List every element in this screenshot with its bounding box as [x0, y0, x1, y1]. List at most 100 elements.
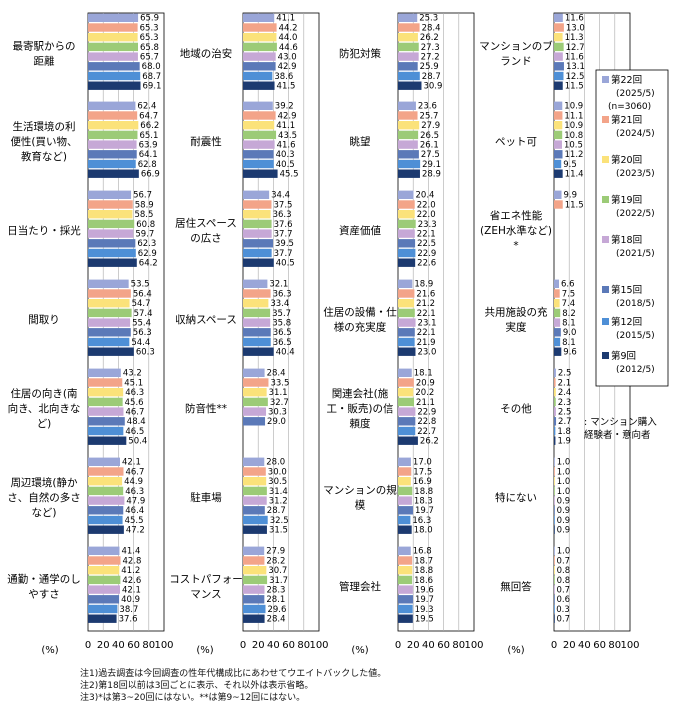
- bar: [554, 169, 563, 178]
- legend-series-name: 第12回: [611, 316, 642, 328]
- bar: [554, 525, 555, 534]
- bar: [88, 289, 131, 298]
- data-label: 62.8: [138, 160, 157, 170]
- data-label: 19.3: [415, 605, 434, 615]
- bar: [398, 506, 413, 515]
- data-label: 47.2: [126, 526, 145, 536]
- bar: [398, 595, 413, 604]
- x-tick-label: 40: [578, 640, 591, 651]
- bar: [88, 81, 141, 90]
- legend-series-period: (2021/5): [616, 249, 655, 259]
- bar: [88, 328, 131, 337]
- data-label: 26.1: [420, 141, 439, 151]
- x-tick-label: 40: [112, 640, 125, 651]
- data-label: 25.3: [419, 14, 438, 24]
- bar: [88, 566, 120, 575]
- bar: [88, 239, 136, 248]
- bar: [554, 23, 564, 32]
- data-label: 12.7: [566, 43, 585, 53]
- bar: [398, 219, 416, 229]
- bar: [398, 71, 420, 81]
- bar: [554, 496, 555, 505]
- data-label: 41.2: [121, 566, 140, 576]
- data-label: 27.3: [421, 43, 440, 53]
- data-label: 2.5: [558, 369, 572, 379]
- data-label: 12.5: [566, 72, 585, 82]
- x-tick-label: 100: [154, 640, 173, 651]
- data-label: 66.9: [141, 170, 160, 180]
- bar: [243, 515, 268, 525]
- bar: [554, 556, 555, 565]
- bar: [88, 388, 124, 397]
- bar: [398, 169, 420, 178]
- bar: [398, 467, 412, 476]
- bar: [398, 328, 415, 337]
- data-label: 22.5: [417, 239, 436, 249]
- bar: [243, 506, 265, 515]
- bar: [554, 566, 555, 575]
- bar: [88, 595, 120, 604]
- bar: [398, 368, 412, 377]
- bar: [88, 515, 123, 525]
- data-label: 65.3: [140, 33, 159, 43]
- category-label: 管理会社: [339, 580, 381, 593]
- bar: [243, 248, 272, 258]
- bar: [398, 585, 413, 594]
- bar: [554, 397, 556, 407]
- data-label: 46.4: [125, 506, 144, 516]
- data-label: 28.1: [266, 595, 285, 605]
- bar: [243, 279, 268, 288]
- data-label: 37.7: [274, 249, 293, 259]
- data-label: 31.2: [269, 497, 288, 507]
- bar: [88, 506, 124, 515]
- category-label: (ZEH水準など): [480, 224, 552, 237]
- legend-series-name: 第21回: [611, 114, 642, 126]
- bar: [554, 436, 556, 445]
- category-label: 距離: [34, 55, 55, 68]
- bar: [243, 407, 267, 416]
- bar: [398, 81, 422, 90]
- category-label: 模: [355, 500, 366, 512]
- bar: [243, 388, 267, 397]
- data-label: 46.3: [125, 487, 144, 497]
- bar: [243, 111, 276, 120]
- bar: [398, 575, 413, 585]
- legend-swatch: [602, 286, 609, 293]
- bar: [554, 318, 561, 327]
- data-label: 39.2: [275, 102, 294, 112]
- bar: [398, 13, 418, 22]
- data-label: 0.7: [557, 586, 571, 596]
- data-label: 31.4: [269, 487, 288, 497]
- data-label: 45.6: [125, 398, 144, 408]
- bar: [88, 200, 133, 209]
- bar: [398, 111, 418, 120]
- data-label: 0.3: [556, 605, 570, 615]
- bar: [398, 337, 415, 347]
- bar: [398, 130, 419, 140]
- bar: [398, 496, 412, 505]
- category-label: 通勤・通学のし: [7, 573, 81, 586]
- bar: [88, 477, 123, 486]
- category-label: 便性(買い物、: [10, 135, 77, 148]
- bar: [243, 23, 277, 32]
- bar: [88, 347, 134, 356]
- bar: [554, 289, 560, 298]
- x-tick-label: 20: [407, 640, 420, 651]
- category-label: 省エネ性能: [490, 209, 543, 222]
- data-label: 23.6: [418, 102, 437, 112]
- data-label: 7.4: [562, 299, 576, 309]
- data-label: 37.5: [274, 200, 293, 210]
- category-label: 資産価値: [339, 224, 381, 237]
- category-label: 無回答: [500, 580, 532, 593]
- bar: [88, 219, 135, 229]
- legend-swatch: [602, 236, 609, 243]
- data-label: 9.5: [563, 160, 577, 170]
- bar: [243, 258, 274, 267]
- data-label: 27.5: [421, 150, 440, 160]
- category-label: 地域の治安: [180, 47, 233, 60]
- data-label: 0.9: [557, 497, 571, 507]
- data-label: 10.9: [564, 121, 583, 131]
- bar: [243, 13, 275, 22]
- data-label: 66.2: [140, 121, 159, 131]
- legend-series-name: 第19回: [611, 194, 642, 206]
